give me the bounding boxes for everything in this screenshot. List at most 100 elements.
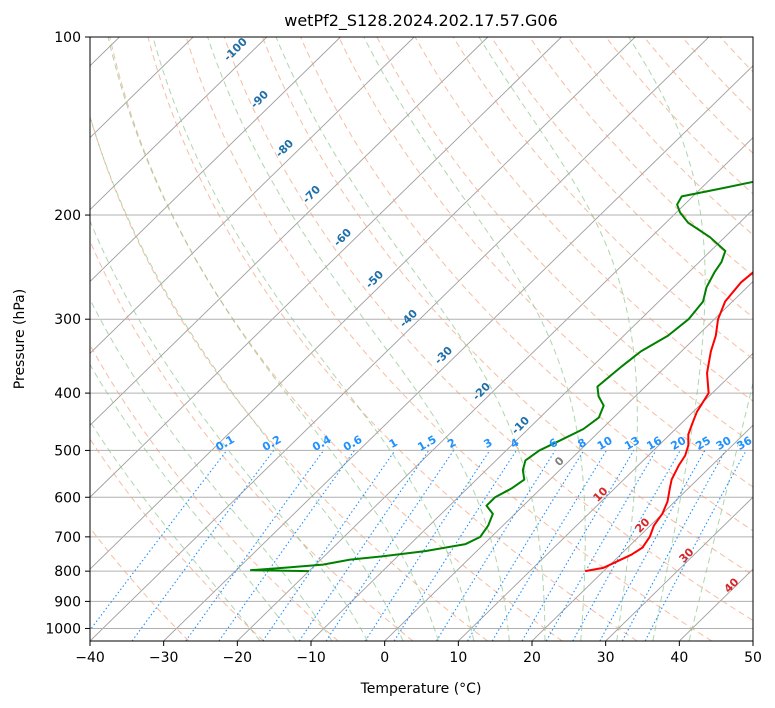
dry-adiabat-line: [90, 114, 488, 641]
x-tick-label: −10: [296, 650, 326, 666]
y-tick-label: 500: [54, 443, 81, 459]
isotherm-line: [90, 37, 710, 641]
isotherm-line: [90, 37, 636, 570]
y-tick-label: 100: [54, 30, 81, 46]
moist-adiabat-line: [688, 380, 753, 641]
isotherm-line: [90, 37, 489, 426]
dry-adiabat-line: [261, 37, 753, 576]
isotherm-line: [90, 37, 562, 498]
isotherm-line: [163, 65, 753, 641]
dry-adiabat-line: [90, 343, 339, 641]
mixing-ratio-label: 6: [547, 436, 560, 451]
x-tick-label: 50: [744, 650, 762, 666]
dry-adiabat-line: [490, 37, 753, 318]
profile-layer: [249, 180, 753, 573]
grid-layer: [90, 37, 775, 641]
dry-adiabat-label: -80: [273, 137, 296, 160]
dry-adiabat-line: [109, 37, 563, 641]
mixing-ratio-line: [491, 450, 607, 641]
isotherm-line: [90, 37, 341, 283]
moist-adiabat-line: [90, 298, 333, 641]
x-tick-label: −30: [149, 650, 179, 666]
mixing-ratio-line: [621, 450, 726, 641]
mixing-ratio-label: 2: [445, 436, 458, 451]
dry-adiabat-label: -50: [363, 268, 386, 291]
mixing-ratio-line: [218, 450, 355, 641]
dewpoint-profile-line: [249, 180, 753, 573]
dry-adiabat-label: -60: [331, 226, 354, 249]
moist-adiabat-line: [207, 37, 510, 641]
x-axis-title: Temperature (°C): [360, 681, 482, 697]
plot-frame: [89, 36, 754, 642]
dry-adiabat-label: -70: [300, 183, 323, 206]
dry-adiabat-line: [223, 37, 753, 622]
x-tick-label: 20: [523, 650, 541, 666]
dry-adiabat-line: [681, 37, 753, 114]
isotherm-line: [90, 37, 194, 139]
dry-adiabat-label: -30: [432, 344, 455, 367]
isotherm-line: [90, 37, 415, 355]
isotherm-line: [90, 37, 268, 211]
chart-title: wetPf2_S128.2024.202.17.57.G06: [284, 11, 558, 31]
moist-adiabat-line: [90, 420, 261, 641]
x-tick-label: −20: [223, 650, 253, 666]
moist-adiabat-line: [275, 37, 546, 641]
moist-adiabat-line: [628, 37, 706, 641]
y-tick-label: 800: [54, 564, 81, 580]
dry-adiabat-label: 40: [722, 575, 742, 595]
dry-adiabat-line: [185, 37, 712, 641]
mixing-ratio-line: [435, 450, 556, 641]
dry-adiabat-line: [758, 37, 775, 641]
dry-adiabat-label: 10: [591, 484, 611, 504]
dry-adiabat-line: [414, 37, 753, 402]
moist-adiabat-line: [90, 115, 404, 641]
y-tick-label: 1000: [45, 621, 81, 637]
axis-layer: −40 −30 −20 −10 0 10 20 30 40 5010020030040050060…: [45, 30, 762, 666]
x-tick-label: −40: [75, 650, 105, 666]
y-tick-label: 300: [54, 312, 81, 328]
dry-adiabat-line: [567, 37, 753, 236]
isotherm-line: [384, 280, 753, 641]
moist-adiabat-line: [152, 37, 475, 641]
dry-adiabat-line: [90, 527, 190, 641]
mixing-ratio-line: [545, 450, 657, 641]
dry-adiabat-label: 20: [633, 515, 653, 535]
y-tick-label: 900: [54, 594, 81, 610]
moist-adiabat-line: [90, 219, 369, 641]
y-tick-label: 400: [54, 386, 81, 402]
dry-adiabat-label: -40: [397, 307, 420, 330]
y-axis-title: Pressure (hPa): [12, 289, 28, 389]
x-tick-label: 30: [597, 650, 615, 666]
dry-adiabat-line: [452, 37, 753, 360]
dry-adiabat-line: [643, 37, 753, 154]
dry-adiabat-label: 0: [552, 454, 567, 469]
isotherm-line: [458, 352, 753, 641]
mixing-ratio-line: [599, 450, 706, 641]
x-tick-label: 0: [380, 650, 389, 666]
mixing-ratio-line: [572, 450, 681, 641]
mixing-ratio-line: [131, 450, 275, 641]
x-tick-label: 10: [449, 650, 467, 666]
isotherm-line: [752, 640, 753, 641]
mixing-ratio-line: [262, 450, 396, 641]
isotherm-line: [237, 137, 753, 641]
temperature-profile-line: [584, 271, 753, 573]
mixing-ratio-line: [185, 450, 325, 641]
moist-adiabat-line: [478, 37, 638, 641]
dry-adiabat-label: -100: [221, 35, 250, 64]
isotherm-line: [310, 208, 753, 641]
mixing-ratio-line: [467, 450, 585, 641]
dry-adiabat-line: [300, 37, 753, 532]
y-tick-label: 200: [54, 208, 81, 224]
dry-adiabat-line: [719, 37, 753, 73]
dry-adiabat-line: [605, 37, 753, 195]
isotherm-line: [605, 496, 753, 641]
dry-adiabat-line: [529, 37, 753, 277]
mixing-ratio-label: 3: [481, 436, 494, 451]
isotherm-line: [531, 424, 753, 641]
mixing-ratio-line: [90, 450, 228, 632]
x-tick-label: 40: [670, 650, 688, 666]
y-tick-label: 600: [54, 490, 81, 506]
moist-adiabat-line: [363, 37, 586, 641]
